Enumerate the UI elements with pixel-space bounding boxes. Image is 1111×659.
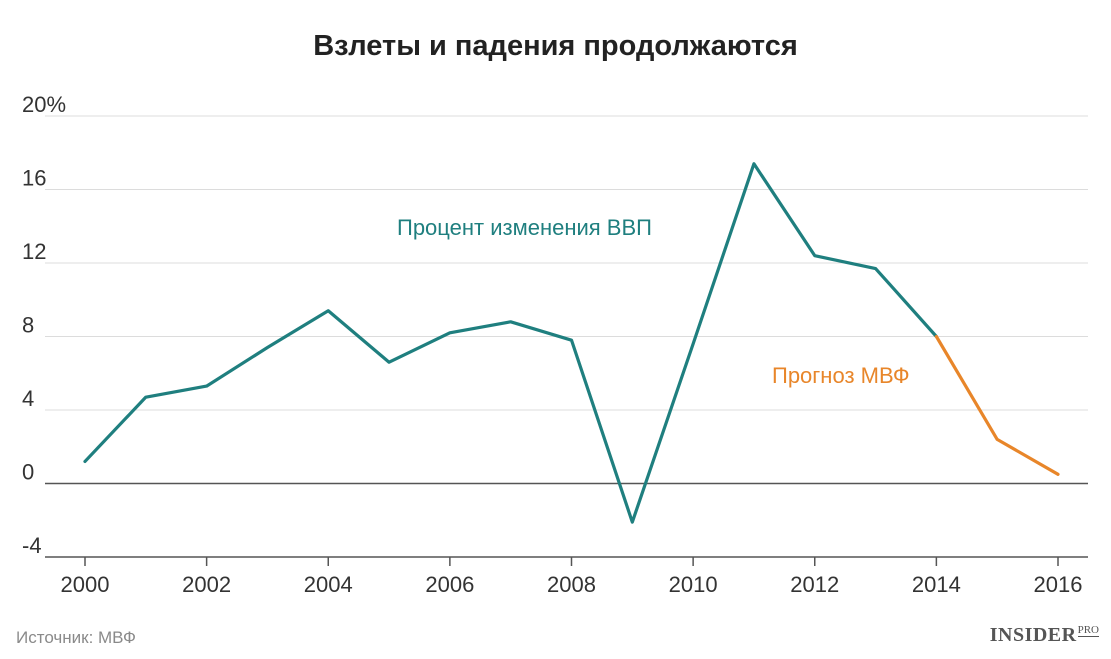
y-tick-label: 0 xyxy=(22,460,34,485)
y-tick-label: 12 xyxy=(22,239,46,264)
y-tick-label: 16 xyxy=(22,166,46,191)
insider-pro-logo: INSIDER PRO xyxy=(990,624,1099,647)
imf-forecast-label: Прогноз МВФ xyxy=(772,363,910,388)
x-tick-label: 2002 xyxy=(182,572,231,597)
y-tick-label: 20% xyxy=(22,92,66,117)
logo-main-text: INSIDER xyxy=(989,624,1077,646)
x-tick-label: 2000 xyxy=(61,572,110,597)
y-tick-label: 8 xyxy=(22,313,34,338)
x-tick-label: 2014 xyxy=(912,572,961,597)
chart-title: Взлеты и падения продолжаются xyxy=(313,30,798,62)
x-axis: 2000 2002 2004 2006 2008 2010 2012 2014 2016 xyxy=(61,557,1083,597)
imf-forecast-line xyxy=(934,334,1060,476)
gdp-series-label: Процент изменения ВВП xyxy=(397,215,652,240)
y-tick-label: 4 xyxy=(22,386,34,411)
x-tick-label: 2012 xyxy=(790,572,839,597)
x-tick-label: 2016 xyxy=(1034,572,1083,597)
source-note: Источник: МВФ xyxy=(16,628,136,647)
x-tick-label: 2006 xyxy=(425,572,474,597)
y-axis-tick-labels: -4 0 4 8 12 16 20% xyxy=(22,92,66,558)
y-tick-label: -4 xyxy=(22,533,42,558)
x-tick-label: 2004 xyxy=(304,572,353,597)
gridlines xyxy=(45,115,1088,558)
x-tick-label: 2008 xyxy=(547,572,596,597)
series-lines xyxy=(83,162,1060,524)
logo-sup-text: PRO xyxy=(1077,624,1099,637)
x-tick-label: 2010 xyxy=(669,572,718,597)
